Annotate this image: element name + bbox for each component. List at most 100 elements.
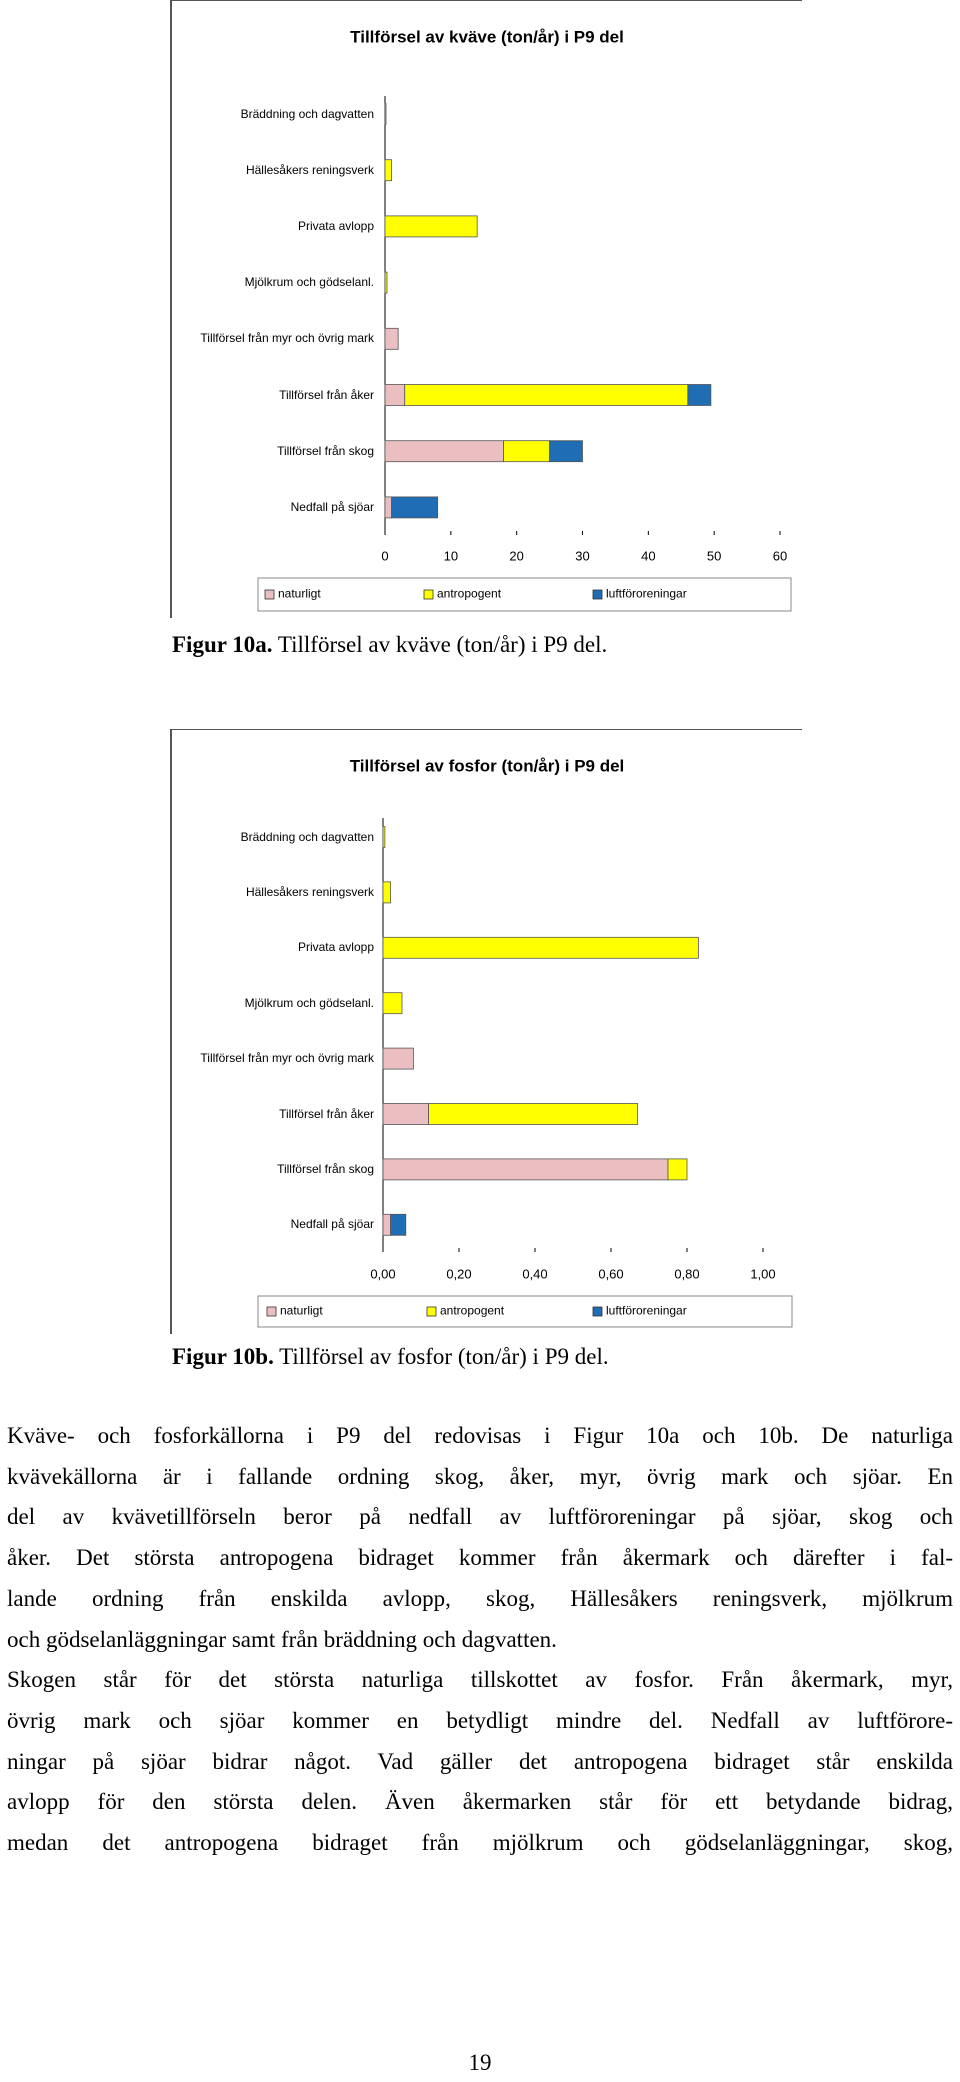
caption: Figur 10b. Tillförsel av fosfor (ton/år)… xyxy=(172,1344,609,1370)
paragraph: Skogen står för det största naturliga ti… xyxy=(7,1660,953,1864)
legend-label: naturligt xyxy=(280,1304,323,1318)
category-label-wrap: Tillförsel från myr och övrig mark xyxy=(192,1041,374,1077)
legend-swatch xyxy=(266,1306,277,1317)
x-tick-label: 0,60 xyxy=(598,1266,623,1281)
bar-segment xyxy=(382,881,391,904)
category-label-box: Privata avlopp xyxy=(192,208,374,244)
category-label-wrap: Tillförsel från åker xyxy=(192,377,374,413)
bar-segment xyxy=(382,1103,429,1125)
category-label-wrap: Mjölkrum och gödselanl. xyxy=(192,265,374,301)
legend-swatch xyxy=(264,589,275,600)
category-label-wrap: Tillförsel från skog xyxy=(192,433,374,469)
caption-label: Figur 10b. xyxy=(172,1344,274,1369)
category-label-box: Bräddning och dagvatten xyxy=(192,96,374,132)
chart-title: Tillförsel av fosfor (ton/år) i P9 del xyxy=(350,756,625,775)
category-label-box: Nedfall på sjöar xyxy=(192,1207,374,1243)
legend-label: luftföroreningar xyxy=(606,1304,687,1318)
legend-label: antropogent xyxy=(440,1304,505,1318)
category-label-wrap: Bräddning och dagvatten xyxy=(192,96,374,132)
x-tick-label: 0,80 xyxy=(674,1266,699,1281)
bar-segment xyxy=(391,496,439,519)
bar-segment xyxy=(428,1103,639,1125)
category-label-box: Nedfall på sjöar xyxy=(192,489,374,525)
category-label: Nedfall på sjöar xyxy=(290,1217,374,1232)
category-label: Privata avlopp xyxy=(297,940,374,955)
bar-segment xyxy=(384,215,478,238)
text-line: lande ordning från enskilda avlopp, skog… xyxy=(7,1585,953,1611)
chart: Tillförsel av kväve (ton/år) i P9 del 0 10… xyxy=(192,27,792,612)
bar-segment xyxy=(382,826,386,848)
category-label-wrap: Privata avlopp xyxy=(192,930,374,966)
category-label-box: Hällesåkers reningsverk xyxy=(192,152,374,188)
category-label: Tillförsel från myr och övrig mark xyxy=(200,331,374,346)
x-tick-label: 50 xyxy=(707,548,721,563)
category-label-wrap: Nedfall på sjöar xyxy=(192,1207,374,1243)
text-line: avlopp för den största delen. Även åkerm… xyxy=(7,1789,953,1815)
caption: Figur 10a. Tillförsel av kväve (ton/år) … xyxy=(172,632,607,658)
x-tick-label: 30 xyxy=(575,548,589,563)
bar-segment xyxy=(667,1158,688,1181)
bar-segment xyxy=(384,440,504,463)
category-label: Tillförsel från åker xyxy=(279,1106,374,1121)
category-label: Tillförsel från skog xyxy=(277,443,374,458)
text-line: ningar på sjöar bidrar något. Vad gäller… xyxy=(7,1748,953,1774)
category-label-box: Hällesåkers reningsverk xyxy=(192,874,374,910)
category-label: Privata avlopp xyxy=(297,218,374,233)
body-text: Kväve- och fosforkällorna i P9 del redov… xyxy=(7,1416,953,1864)
bar-segment xyxy=(390,1213,407,1236)
category-label-wrap: Nedfall på sjöar xyxy=(192,489,374,525)
category-label: Tillförsel från myr och övrig mark xyxy=(200,1051,374,1066)
category-label-box: Tillförsel från myr och övrig mark xyxy=(192,1041,374,1077)
bar-segment xyxy=(384,327,399,350)
bar-segment xyxy=(382,992,403,1015)
bar-segment xyxy=(384,159,392,182)
category-label: Hällesåkers reningsverk xyxy=(245,884,374,899)
bar-segment xyxy=(384,103,387,125)
legend-box xyxy=(257,1295,793,1328)
category-label: Tillförsel från skog xyxy=(277,1161,374,1176)
x-tick-label: 0,00 xyxy=(370,1266,395,1281)
category-label-wrap: Bräddning och dagvatten xyxy=(192,819,374,855)
text-line: kvävekällorna är i fallande ordning skog… xyxy=(7,1463,953,1489)
category-label: Tillförsel från åker xyxy=(279,387,374,402)
bar-segment xyxy=(382,1158,669,1181)
category-label-box: Tillförsel från åker xyxy=(192,377,374,413)
bar-segment xyxy=(384,384,406,406)
x-tick-label: 20 xyxy=(509,548,523,563)
bar-segment xyxy=(549,440,583,463)
category-label-wrap: Hällesåkers reningsverk xyxy=(192,874,374,910)
x-tick-label: 60 xyxy=(773,548,787,563)
caption-text: Tillförsel av kväve (ton/år) i P9 del. xyxy=(277,632,608,657)
bar-segment xyxy=(384,271,388,294)
category-label-box: Privata avlopp xyxy=(192,930,374,966)
text-line: övrig mark och sjöar kommer en betydligt… xyxy=(7,1707,953,1733)
chart: Tillförsel av fosfor (ton/år) i P9 del 0,… xyxy=(192,756,793,1328)
bar-segment xyxy=(382,936,699,959)
text-line: och gödselanläggningar samt från bräddni… xyxy=(7,1626,557,1652)
bar-segment xyxy=(382,1047,414,1070)
legend-label: antropogent xyxy=(437,587,502,601)
bar-segment xyxy=(384,496,392,519)
category-label-wrap: Privata avlopp xyxy=(192,208,374,244)
category-label-wrap: Hällesåkers reningsverk xyxy=(192,152,374,188)
legend-swatch xyxy=(592,589,603,600)
category-label: Bräddning och dagvatten xyxy=(240,106,374,121)
x-tick-label: 0,40 xyxy=(522,1266,547,1281)
category-label: Mjölkrum och gödselanl. xyxy=(244,995,374,1010)
category-label-wrap: Tillförsel från åker xyxy=(192,1096,374,1132)
bar-segment xyxy=(687,384,712,406)
text-line: del av kvävetillförseln beror på nedfall… xyxy=(7,1504,953,1530)
legend-swatch xyxy=(423,589,434,600)
text-line: Kväve- och fosforkällorna i P9 del redov… xyxy=(7,1423,953,1448)
x-tick-label: 10 xyxy=(444,548,458,563)
text-line: medan det antropogena bidraget från mjöl… xyxy=(7,1830,953,1856)
category-label-wrap: Tillförsel från myr och övrig mark xyxy=(192,321,374,357)
caption-text: Tillförsel av fosfor (ton/år) i P9 del. xyxy=(279,1344,609,1369)
category-label-box: Mjölkrum och gödselanl. xyxy=(192,265,374,301)
legend-label: luftföroreningar xyxy=(606,587,687,601)
category-label: Bräddning och dagvatten xyxy=(240,829,374,844)
chart-title: Tillförsel av kväve (ton/år) i P9 del xyxy=(350,27,624,46)
category-label-box: Tillförsel från skog xyxy=(277,1161,374,1176)
text-line: Skogen står för det största naturliga ti… xyxy=(7,1667,953,1693)
